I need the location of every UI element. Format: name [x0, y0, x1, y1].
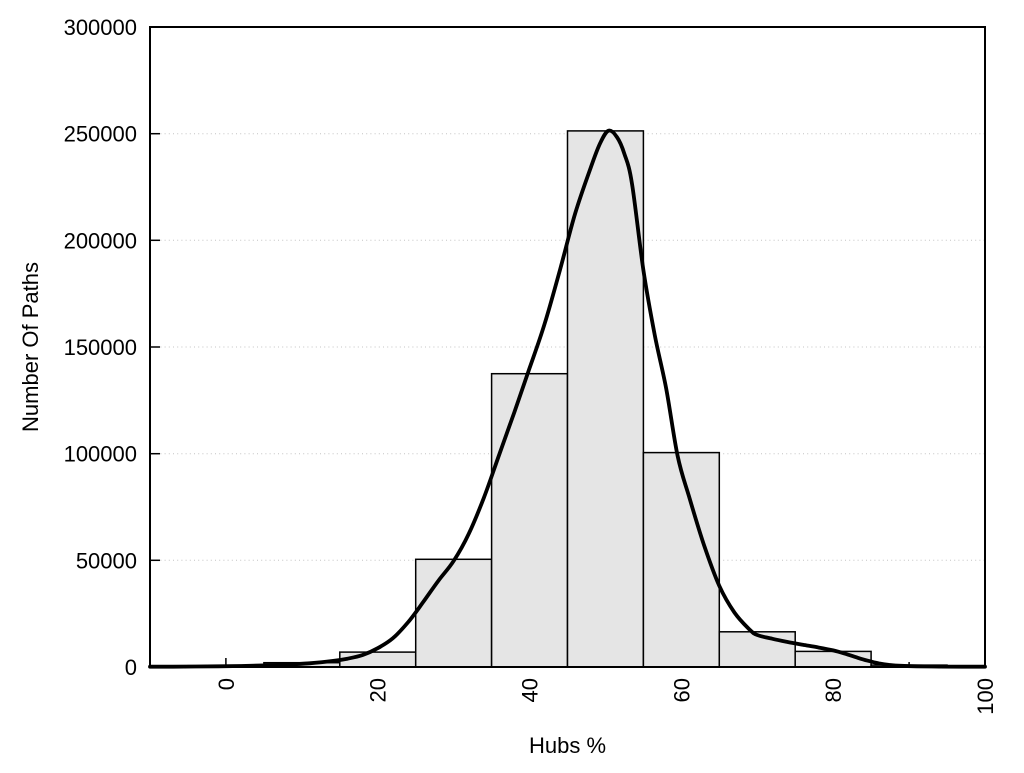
y-tick-label-200000: 200000	[64, 228, 137, 253]
histogram-bar-30	[414, 558, 493, 668]
plot-border-layer	[149, 26, 986, 668]
y-tick-label-300000: 300000	[64, 15, 137, 40]
y-axis-title: Number Of Paths	[18, 262, 43, 432]
plot-border	[149, 26, 986, 668]
x-axis-title: Hubs %	[529, 733, 606, 758]
tick-labels-layer: 0 50000 100000 150000 200000 250000 300000 0 20 4…	[64, 15, 998, 715]
histogram-bar-60	[642, 451, 721, 668]
y-tick-label-0: 0	[125, 655, 137, 680]
x-tick-label-40: 40	[518, 678, 543, 702]
y-tick-label-50000: 50000	[76, 548, 137, 573]
smoothed-fit-curve	[148, 128, 987, 669]
y-tick-label-150000: 150000	[64, 335, 137, 360]
density-curve-layer	[148, 128, 987, 669]
y-tick-label-100000: 100000	[64, 442, 137, 467]
x-tick-label-100: 100	[973, 678, 998, 715]
histogram-bar-50	[566, 130, 645, 668]
histogram-bar-40	[490, 372, 569, 668]
x-tick-label-20: 20	[366, 678, 391, 702]
histogram-bar-70	[718, 631, 796, 668]
y-tick-label-250000: 250000	[64, 122, 137, 147]
histogram-bars-layer	[187, 130, 948, 668]
x-tick-label-0: 0	[214, 678, 239, 690]
x-tick-label-60: 60	[669, 678, 694, 702]
x-tick-label-80: 80	[821, 678, 846, 702]
